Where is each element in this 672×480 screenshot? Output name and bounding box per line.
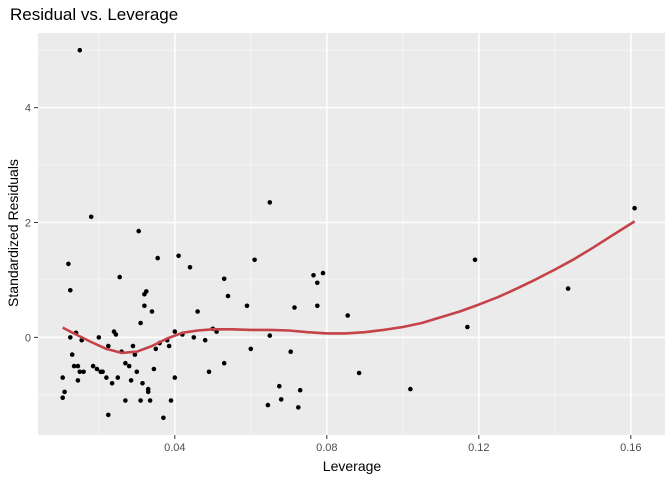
data-point <box>172 329 178 334</box>
data-point <box>60 375 65 380</box>
data-point <box>75 378 81 383</box>
data-point <box>138 320 143 326</box>
data-point <box>149 309 155 314</box>
data-point <box>90 363 96 369</box>
minor-gridlines <box>38 33 665 435</box>
data-point <box>130 343 136 349</box>
data-point <box>172 375 178 380</box>
data-point <box>68 335 73 340</box>
data-point <box>311 273 316 278</box>
smooth-line <box>62 220 636 355</box>
data-points <box>60 47 637 421</box>
data-point <box>225 293 231 299</box>
x-tick-label: 0.16 <box>620 442 641 454</box>
data-point <box>71 363 77 369</box>
data-point <box>134 369 140 375</box>
major-gridlines <box>38 33 665 435</box>
data-point <box>138 398 143 403</box>
data-point <box>123 398 128 403</box>
data-point <box>632 205 637 211</box>
data-point <box>155 255 160 261</box>
data-point <box>252 257 257 263</box>
data-point <box>161 415 166 421</box>
data-point <box>81 369 86 375</box>
x-tick-label: 0.12 <box>468 442 489 454</box>
data-point <box>77 47 83 53</box>
y-axis-title: Standardized Residuals <box>5 159 21 307</box>
data-point <box>151 366 157 372</box>
data-point <box>126 363 132 369</box>
data-point <box>320 270 326 276</box>
data-point <box>104 375 109 380</box>
data-point <box>168 398 174 403</box>
data-point <box>277 383 282 389</box>
data-point <box>465 324 470 330</box>
data-point <box>128 378 134 383</box>
data-point <box>267 200 273 205</box>
data-point <box>296 405 301 410</box>
data-point <box>191 335 197 340</box>
data-point <box>187 265 193 270</box>
data-point <box>297 387 303 393</box>
data-point <box>315 280 320 286</box>
y-tick-label: 2 <box>25 218 31 230</box>
data-point <box>408 386 413 392</box>
data-point <box>244 303 250 309</box>
data-point <box>115 375 121 380</box>
data-point <box>288 349 294 355</box>
y-tick-label: 4 <box>25 103 31 115</box>
data-point <box>109 381 115 386</box>
data-point <box>66 261 71 267</box>
data-point <box>113 332 119 337</box>
data-point <box>69 352 75 357</box>
data-point <box>94 366 100 372</box>
data-point <box>345 313 351 318</box>
data-point <box>100 369 105 375</box>
data-point <box>221 276 227 282</box>
y-axis: 0 2 4 <box>25 103 38 344</box>
data-point <box>278 397 284 402</box>
data-point <box>315 303 320 309</box>
data-point <box>123 360 128 366</box>
data-point <box>60 395 65 401</box>
data-point <box>144 289 149 294</box>
data-point <box>202 337 208 343</box>
data-point <box>565 286 571 291</box>
data-point <box>106 343 111 349</box>
data-point <box>132 352 138 357</box>
data-point <box>77 369 83 375</box>
data-point <box>195 309 200 314</box>
data-point <box>221 360 227 366</box>
data-point <box>140 381 145 386</box>
data-point <box>166 343 172 349</box>
chart-title: Residual vs. Leverage <box>10 5 178 24</box>
data-point <box>472 257 478 263</box>
x-tick-label: 0.08 <box>316 442 337 454</box>
data-point <box>265 402 271 408</box>
data-point <box>96 335 102 340</box>
data-point <box>206 369 212 375</box>
data-point <box>68 288 73 293</box>
x-tick-label: 0.04 <box>164 442 185 454</box>
x-axis-title: Leverage <box>323 458 382 474</box>
data-point <box>136 228 141 234</box>
data-point <box>75 363 81 369</box>
data-point <box>292 305 297 310</box>
data-point <box>147 398 153 403</box>
data-point <box>248 346 254 352</box>
data-point <box>62 389 67 395</box>
data-point <box>153 346 159 352</box>
data-point <box>356 370 362 376</box>
data-point <box>142 303 147 309</box>
data-point <box>88 214 94 220</box>
data-point <box>117 274 122 280</box>
y-tick-label: 0 <box>25 332 31 344</box>
x-axis: 0.04 0.08 0.12 0.16 <box>164 435 642 454</box>
data-point <box>106 412 111 418</box>
data-point <box>145 389 151 395</box>
data-point <box>267 333 273 338</box>
plot-panel <box>38 33 665 435</box>
data-point <box>176 253 181 259</box>
